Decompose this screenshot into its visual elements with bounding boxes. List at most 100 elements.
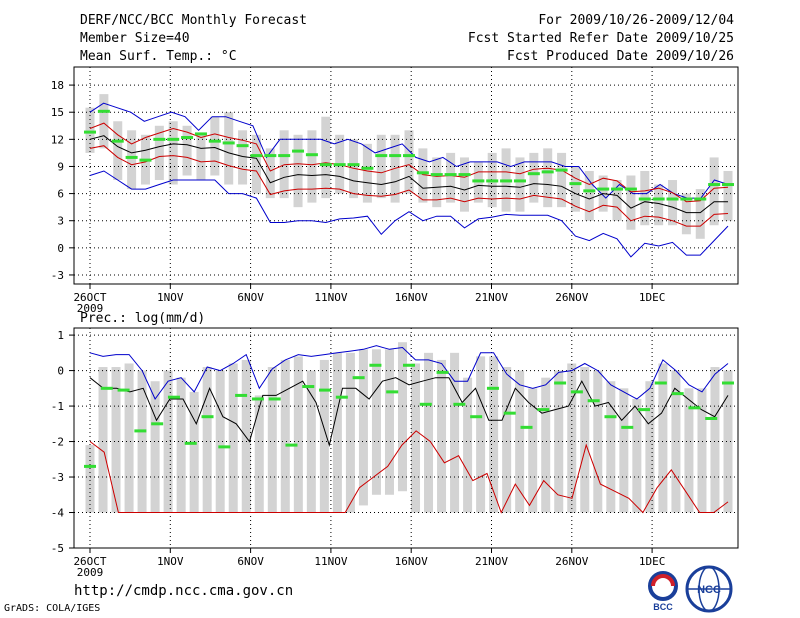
ensemble-box — [489, 356, 499, 513]
forecast-marker — [184, 441, 197, 445]
series-line-outer-max — [89, 345, 729, 400]
x-tick-label: 16NOV — [395, 291, 428, 304]
x-tick-label: 16NOV — [395, 555, 428, 568]
forecast-marker — [250, 154, 263, 158]
ensemble-box — [210, 116, 220, 176]
y-tick-label: 1 — [57, 329, 64, 342]
forecast-marker — [292, 149, 305, 153]
forecast-marker — [527, 172, 540, 176]
fcst-produced-date: Fcst Produced Date 2009/10/26 — [507, 49, 734, 64]
ensemble-box — [450, 352, 460, 513]
forecast-marker — [218, 445, 231, 449]
ensemble-box — [432, 157, 442, 208]
forecast-marker — [302, 385, 315, 389]
y-tick-label: 0 — [57, 365, 64, 378]
ensemble-box — [584, 170, 594, 221]
forecast-marker — [222, 141, 235, 145]
forecast-marker — [671, 392, 684, 396]
x-tick-label: 21NOV — [475, 291, 508, 304]
ncc-logo-text: NCC — [697, 584, 721, 596]
source-url[interactable]: http://cmdp.ncc.cma.gov.cn — [74, 583, 294, 599]
forecast-marker — [444, 173, 457, 177]
ensemble-box — [307, 130, 317, 203]
forecast-marker — [569, 182, 582, 186]
y-tick-label: -3 — [51, 269, 64, 282]
ensemble-box — [723, 370, 733, 513]
ensemble-box — [515, 370, 525, 513]
ensemble-box — [684, 388, 694, 513]
ensemble-box — [593, 370, 603, 513]
ensemble-box — [345, 352, 355, 513]
forecast-marker — [352, 376, 365, 380]
ensemble-box — [85, 445, 95, 513]
ensemble-box — [654, 184, 664, 226]
ensemble-box — [319, 359, 329, 513]
forecast-marker — [285, 443, 298, 447]
x-tick-label: 11NOV — [314, 555, 347, 568]
ensemble-box — [404, 130, 414, 194]
grads-credit: GrADS: COLA/IGES — [4, 603, 101, 614]
forecast-marker — [597, 187, 610, 191]
forecast-marker — [611, 187, 624, 191]
forecast-marker — [319, 388, 332, 392]
ncc-logo: NCC — [685, 565, 733, 613]
ensemble-box — [265, 148, 275, 199]
x-tick-label: 26NOV — [555, 291, 588, 304]
ensemble-box — [502, 367, 512, 513]
forecast-marker — [708, 183, 721, 187]
forecast-marker — [500, 179, 513, 183]
forecast-marker — [555, 168, 568, 172]
ensemble-box — [632, 398, 642, 513]
forecast-marker — [503, 411, 516, 415]
forecast-marker — [125, 155, 138, 159]
forecast-marker — [236, 144, 249, 148]
forecast-marker — [139, 158, 152, 162]
y-tick-label: -1 — [51, 400, 64, 413]
forecast-marker — [537, 408, 550, 412]
forecast-marker — [347, 163, 360, 167]
x-tick-label: 11NOV — [314, 291, 347, 304]
ensemble-box — [189, 391, 199, 513]
ensemble-box — [241, 359, 251, 513]
forecast-marker — [541, 170, 554, 174]
forecast-marker — [84, 464, 96, 468]
x-tick-sublabel: 2009 — [77, 566, 104, 579]
forecast-marker — [100, 386, 113, 390]
ensemble-box — [580, 367, 590, 513]
y-tick-label: 3 — [57, 215, 64, 228]
ensemble-box — [238, 130, 248, 185]
ensemble-box — [124, 363, 134, 513]
forecast-marker — [97, 109, 110, 113]
ensemble-box — [543, 148, 553, 208]
forecast-marker — [268, 397, 281, 401]
ensemble-box — [224, 112, 234, 185]
ensemble-box — [267, 367, 277, 513]
forecast-marker — [666, 197, 679, 201]
x-tick-label: 26NOV — [555, 555, 588, 568]
ensemble-box — [168, 121, 178, 185]
ensemble-box — [293, 356, 303, 513]
forecast-marker — [335, 395, 348, 399]
y-tick-label: 6 — [57, 188, 64, 201]
forecast-marker — [201, 415, 214, 419]
ensemble-box — [228, 363, 238, 513]
series-line-inner-max — [89, 122, 729, 203]
x-tick-label: 6NOV — [237, 291, 264, 304]
ensemble-box — [570, 166, 580, 212]
forecast-marker — [654, 381, 667, 385]
ensemble-box — [695, 189, 705, 239]
forecast-marker — [587, 399, 600, 403]
forecast-marker — [453, 402, 466, 406]
forecast-marker — [235, 393, 248, 397]
ensemble-box — [371, 349, 381, 495]
ensemble-box — [251, 134, 261, 194]
ensemble-box — [515, 157, 525, 212]
forecast-marker — [470, 415, 483, 419]
ensemble-box — [612, 180, 622, 221]
ensemble-box — [113, 121, 123, 181]
ensemble-box — [215, 370, 225, 513]
ensemble-box — [541, 377, 551, 513]
ensemble-box — [99, 94, 109, 149]
member-size: Member Size=40 — [80, 31, 190, 46]
forecast-marker — [638, 197, 651, 201]
